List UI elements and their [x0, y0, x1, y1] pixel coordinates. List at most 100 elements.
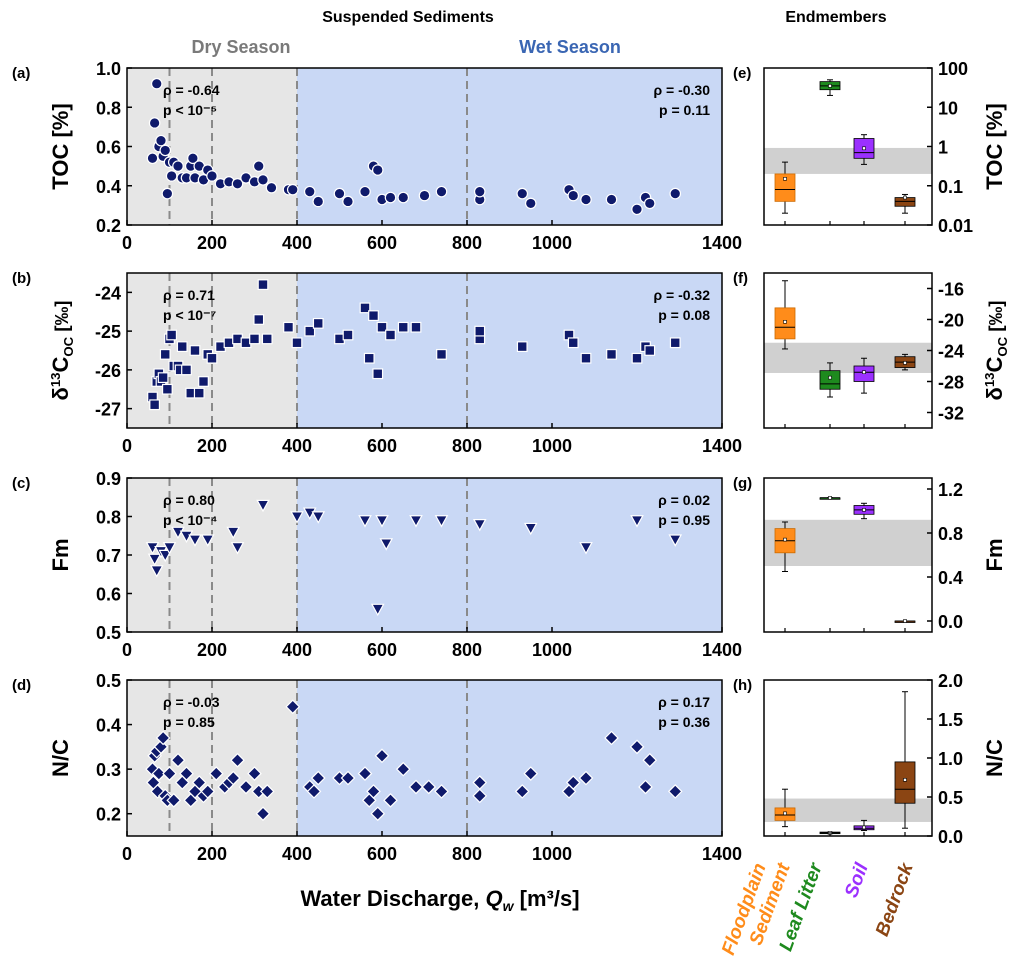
dry-stat-p: p < 10⁻⁵	[163, 102, 217, 118]
data-point	[285, 699, 301, 715]
data-point	[290, 511, 304, 524]
x-tick-label: 0	[122, 233, 132, 253]
data-point	[359, 302, 371, 314]
data-point	[472, 519, 487, 532]
x-tick-label: 400	[282, 233, 312, 253]
box-mean	[903, 195, 907, 200]
data-point	[358, 515, 372, 528]
data-point	[312, 195, 325, 208]
data-point	[567, 337, 579, 349]
data-point	[516, 187, 529, 200]
data-point	[148, 117, 161, 129]
data-point	[408, 779, 424, 795]
y-tick-label: 0.0	[938, 612, 963, 632]
box-mean	[903, 778, 907, 782]
data-point	[145, 761, 160, 777]
endmember-label-soil: Soil	[841, 860, 873, 901]
box-mean	[828, 84, 832, 88]
data-point	[421, 779, 437, 795]
x-tick-label: 1000	[532, 233, 572, 253]
data-point	[226, 526, 241, 540]
x-tick-label: 600	[367, 436, 397, 456]
data-point	[516, 341, 528, 353]
y-axis-title: Fm	[982, 539, 1007, 572]
wet-stat-rho: ρ = 0.02	[658, 492, 710, 508]
data-point	[155, 134, 167, 147]
data-point	[181, 364, 192, 376]
x-tick-label: 400	[282, 640, 312, 660]
data-point	[379, 538, 394, 551]
panel-letter: (b)	[12, 270, 31, 287]
panel-e-toc-boxplot: 0.01 0.1 1 10 100 (e) TOC [%]	[733, 59, 1007, 236]
x-tick-label: 200	[197, 640, 227, 660]
dry-stat-rho: ρ = -0.64	[163, 82, 220, 98]
y-tick-label: 1.5	[938, 710, 963, 730]
data-point	[257, 174, 269, 186]
y-tick-label: 0.5	[96, 623, 121, 643]
panel-h-nc-boxplot: 0.0 0.5 1.0 1.5 2.0 (h) N/C	[733, 671, 1007, 847]
data-point	[524, 197, 537, 210]
data-point	[252, 160, 265, 172]
endmember-label-bedrock: Bedrock	[872, 859, 918, 939]
data-point	[357, 766, 373, 781]
data-point	[383, 792, 398, 808]
data-point	[578, 770, 594, 786]
data-point	[342, 195, 354, 208]
x-tick-label: 1400	[702, 844, 742, 864]
data-point	[225, 770, 241, 786]
data-point	[193, 387, 205, 399]
x-tick-label: 800	[452, 233, 482, 253]
y-tick-label: 0.8	[96, 98, 121, 118]
plot-frame	[763, 477, 933, 633]
box-mean	[862, 146, 866, 151]
data-point	[638, 779, 653, 795]
panel-a-toc-scatter: 0.2 0.4 0.6 0.8 1.0 0 200 400 600 800 1000 1400 (a) T…	[12, 59, 742, 253]
data-point	[161, 383, 173, 395]
x-tick-label: 200	[197, 844, 227, 864]
data-point	[384, 191, 397, 204]
data-point	[157, 372, 169, 384]
data-point	[256, 499, 270, 513]
data-point	[149, 399, 161, 411]
x-tick-label: 200	[197, 233, 227, 253]
dry-stat-rho: ρ = 0.80	[163, 492, 215, 508]
data-point	[306, 784, 322, 799]
data-point	[147, 553, 162, 567]
y-tick-label: 0.1	[938, 177, 963, 197]
x-tick-label: 400	[282, 844, 312, 864]
data-point	[523, 522, 538, 536]
data-point	[230, 752, 245, 768]
data-point	[368, 310, 379, 322]
data-point	[434, 784, 449, 799]
y-tick-label: 1.0	[96, 59, 121, 79]
data-point	[286, 183, 299, 196]
data-point	[668, 534, 683, 547]
data-point	[667, 784, 683, 799]
box-iqr	[774, 173, 796, 202]
y-tick-label: 100	[938, 59, 968, 79]
data-point	[191, 775, 207, 790]
dry-stat-rho: ρ = 0.71	[163, 287, 215, 303]
data-point	[472, 788, 488, 804]
panel-letter: (e)	[733, 65, 751, 82]
data-point	[166, 329, 178, 341]
x-tick-label: 200	[197, 436, 227, 456]
y-axis-title: TOC [%]	[982, 103, 1007, 189]
data-point	[630, 515, 644, 528]
y-tick-label: 0.6	[96, 138, 121, 158]
y-tick-label: 0.3	[96, 760, 121, 780]
data-point	[247, 766, 262, 781]
data-point	[644, 345, 656, 356]
data-point	[366, 784, 381, 799]
data-point	[151, 766, 167, 781]
data-point	[179, 766, 194, 781]
data-point	[255, 806, 271, 822]
panel-letter: (g)	[733, 475, 752, 492]
y-tick-label: -16	[938, 280, 964, 300]
box-mean	[828, 375, 832, 380]
data-point	[514, 784, 530, 799]
data-point	[436, 348, 447, 360]
data-point	[200, 784, 216, 799]
y-tick-label: 0.7	[96, 546, 121, 566]
